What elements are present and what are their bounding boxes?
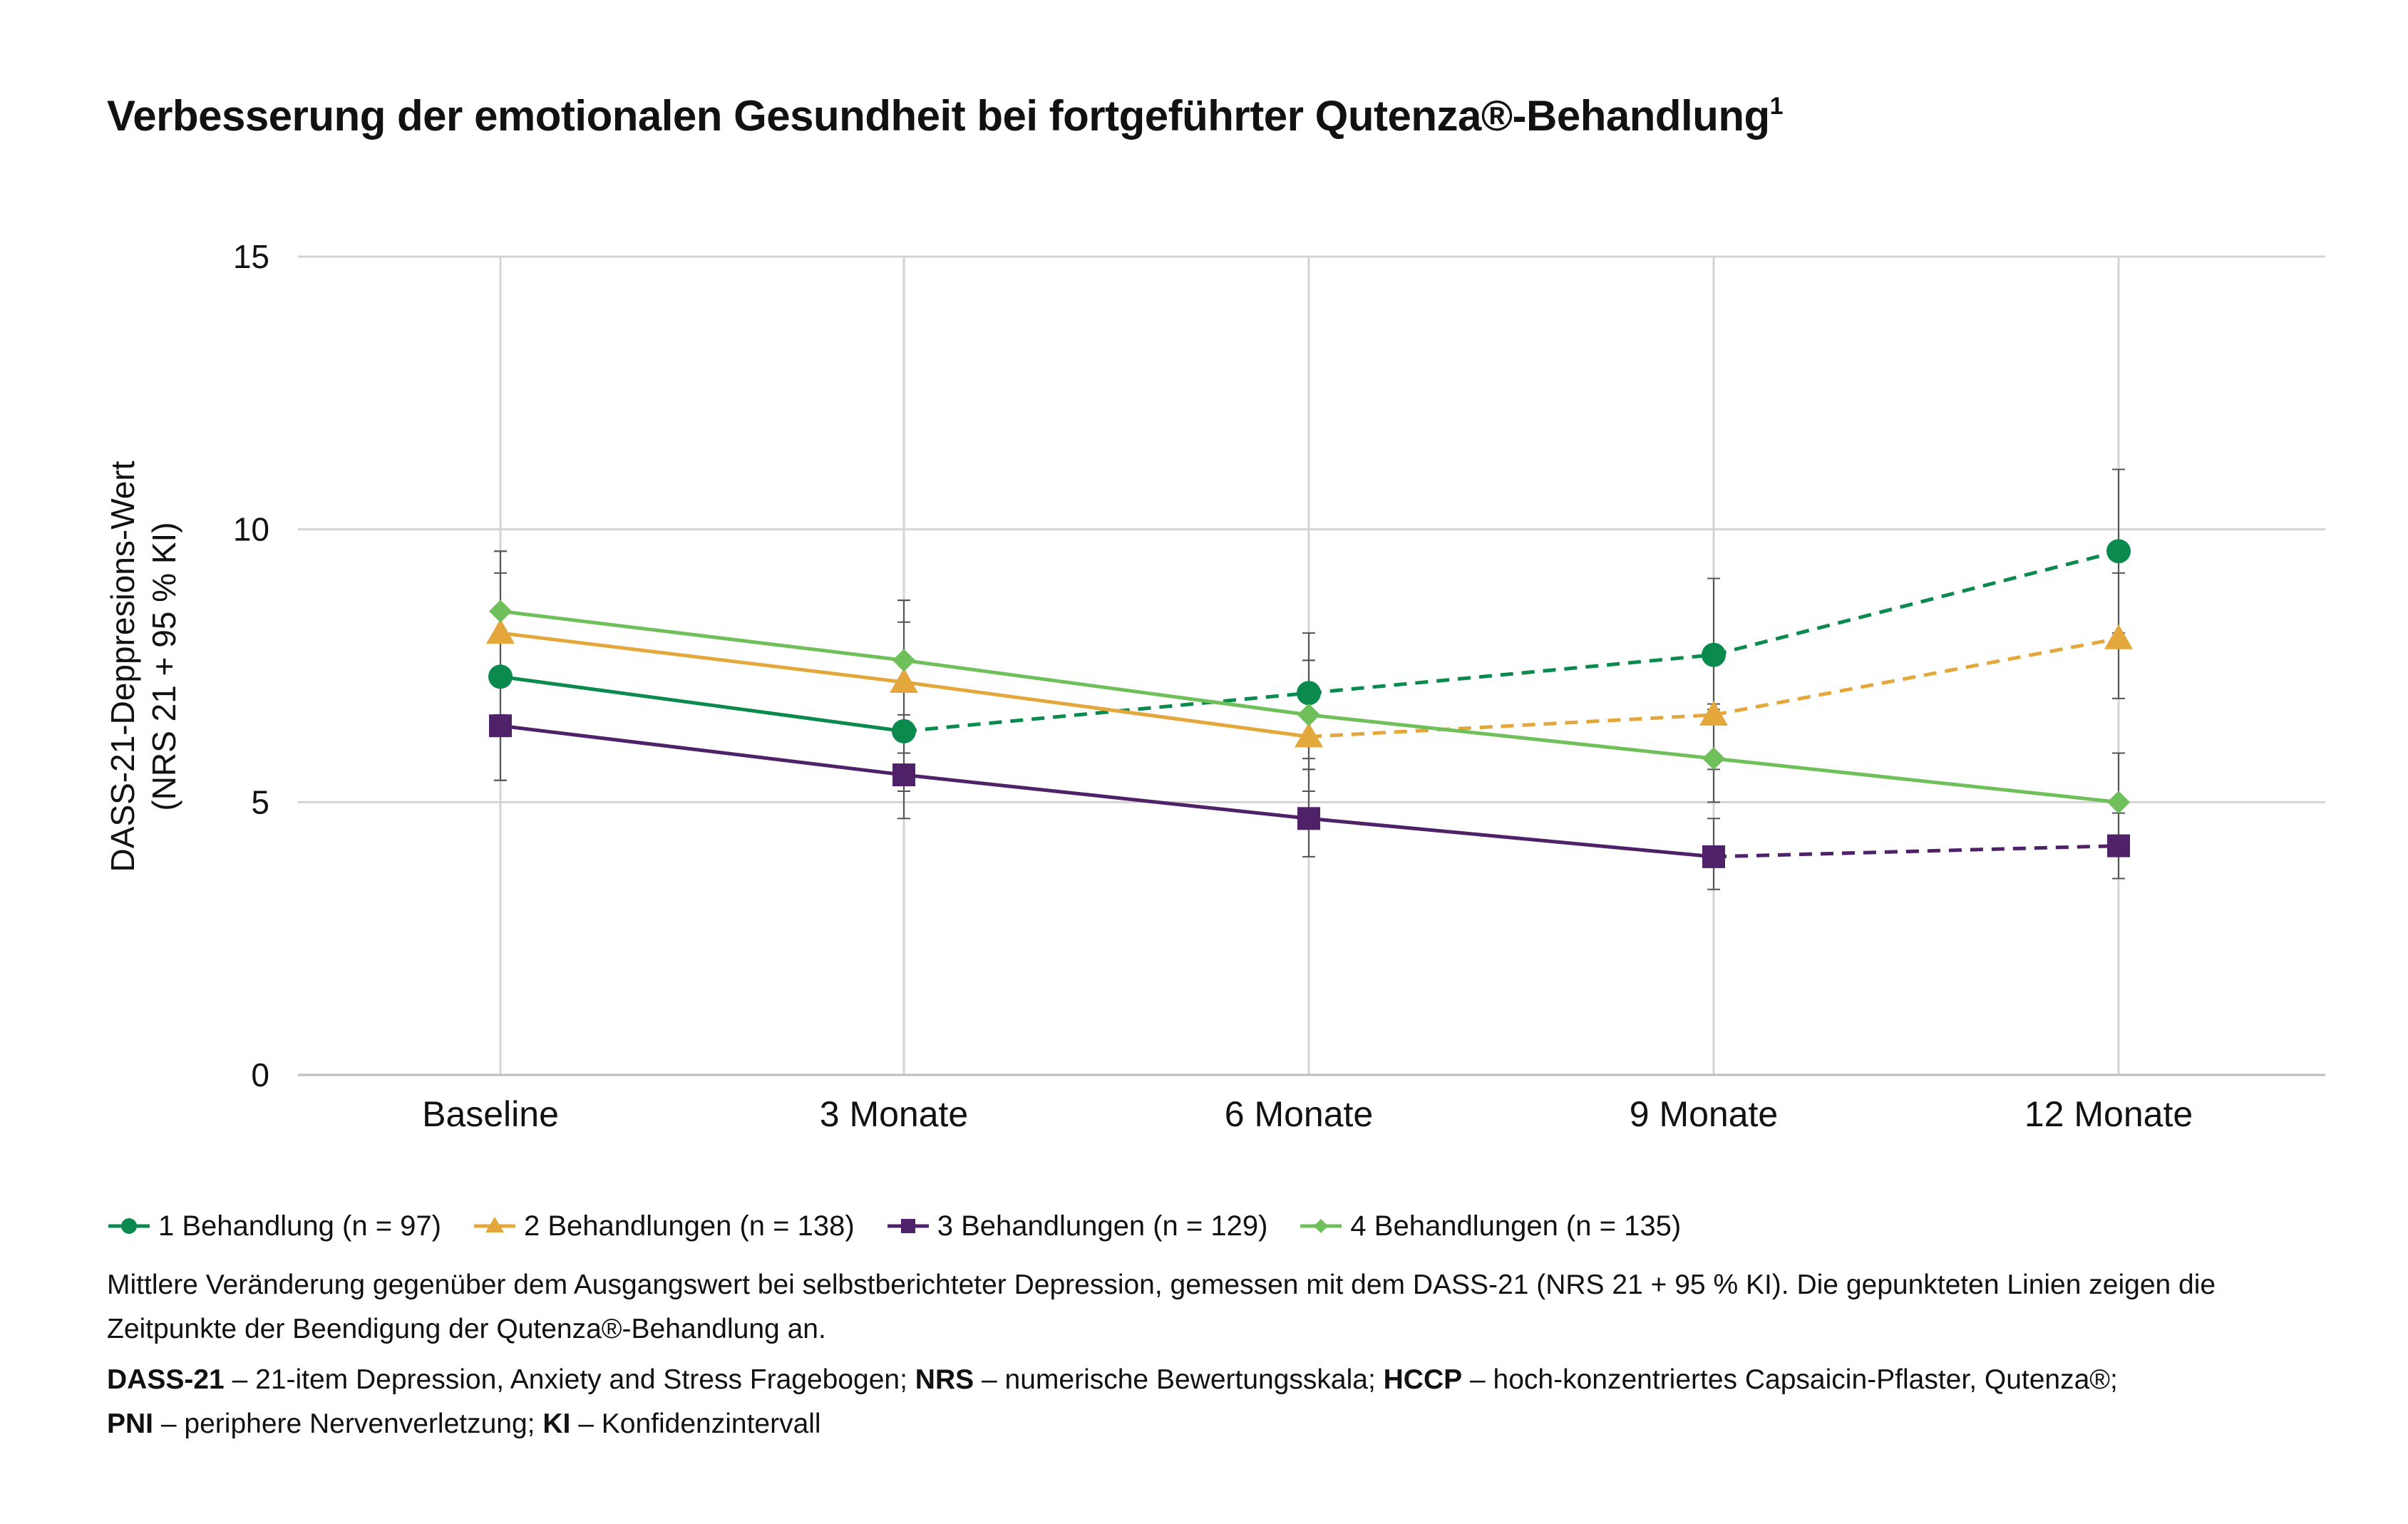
data-point-diamond (1702, 747, 1725, 771)
legend-swatch-circle-icon (108, 1218, 150, 1234)
line-chart: 0 5 10 15 Baseline 3 Monate 6 Monate 9 Monate 12… (104, 238, 2325, 1134)
y-axis-label: DASS-21-Deppresions-Wert (NRS 21 + 95 % K… (104, 460, 182, 872)
legend-label: 1 Behandlung (n = 97) (158, 1210, 441, 1242)
legend-label: 2 Behandlungen (n = 138) (523, 1210, 855, 1242)
x-tick-label: 3 Monate (820, 1094, 968, 1134)
data-point-square (892, 763, 915, 787)
data-point-circle (1702, 642, 1726, 667)
series-line-segment (1713, 637, 2119, 717)
x-tick-label: 6 Monate (1225, 1094, 1373, 1134)
data-point-circle (2106, 539, 2131, 564)
y-axis-label-line1: DASS-21-Deppresions-Wert (104, 460, 141, 872)
x-tick-label: 9 Monate (1630, 1094, 1778, 1134)
data-point-square (489, 714, 512, 738)
data-point-square (1702, 845, 1725, 868)
y-tick-label: 5 (251, 783, 269, 820)
abbr-def: numerische Bewertungsskala; (1004, 1364, 1376, 1395)
chart-title: Verbesserung der emotionalen Gesundheit … (107, 91, 1784, 140)
abbr-def: hoch-konzentriertes Capsaicin-Pflaster, … (1493, 1364, 2118, 1395)
series-line-segment (903, 680, 1310, 738)
series-line-segment (903, 691, 1310, 733)
data-point-triangle (1295, 722, 1323, 748)
abbreviations: DASS-21 – 21-item Depression, Anxiety an… (107, 1358, 2317, 1446)
legend-swatch-diamond-icon (1300, 1219, 1342, 1233)
abbr-term: NRS (915, 1364, 974, 1395)
data-point-square (2107, 834, 2130, 858)
abbr-separator: – (1470, 1364, 1486, 1395)
legend-item: 2 Behandlungen (n = 138) (473, 1210, 855, 1242)
series-line-segment (1713, 756, 2119, 804)
abbr-term: KI (542, 1409, 571, 1439)
x-tick-label: Baseline (422, 1094, 559, 1134)
abbr-def: Konfidenzintervall (601, 1409, 821, 1439)
data-point-circle (1297, 681, 1321, 706)
series-line-segment (903, 658, 1310, 717)
legend-swatch-triangle-icon (473, 1217, 515, 1232)
data-point-triangle (486, 619, 515, 644)
series-line-segment (500, 631, 905, 684)
abbr-term: PNI (107, 1409, 154, 1439)
legend-label: 3 Behandlungen (n = 129) (937, 1210, 1268, 1242)
series-line-segment (500, 609, 905, 662)
abbr-def: 21-item Depression, Anxiety and Stress F… (255, 1364, 907, 1395)
chart-legend: 1 Behandlung (n = 97) 2 Behandlungen (n =… (107, 1205, 1712, 1247)
abbr-term: DASS-21 (107, 1364, 225, 1395)
legend-item: 3 Behandlungen (n = 129) (886, 1210, 1268, 1242)
y-tick-label: 10 (233, 511, 269, 548)
data-point-diamond (1297, 703, 1320, 726)
series-line-segment (1308, 713, 1714, 761)
series-line-segment (903, 773, 1310, 820)
chart-note: Mittlere Veränderung gegenüber dem Ausga… (107, 1270, 2216, 1344)
data-point-triangle (2104, 624, 2133, 649)
series-line-segment (1308, 653, 1714, 695)
abbr-separator: – (981, 1364, 997, 1395)
chart-title-text: Verbesserung der emotionalen Gesundheit … (107, 92, 1770, 140)
series-line-segment (1308, 816, 1714, 859)
series-line-segment (500, 724, 905, 777)
abbr-separator: – (578, 1409, 594, 1439)
abbr-separator: – (232, 1364, 248, 1395)
y-axis-label-line2: (NRS 21 + 95 % KI) (145, 522, 182, 810)
series-line-segment (1308, 713, 1714, 738)
data-point-diamond (2107, 791, 2130, 814)
data-point-diamond (489, 599, 512, 623)
data-point-triangle (1699, 700, 1728, 726)
y-tick-label: 0 (251, 1056, 269, 1093)
legend-item: 1 Behandlung (n = 97) (107, 1210, 441, 1242)
abbr-term: HCCP (1383, 1364, 1463, 1395)
data-point-square (1297, 807, 1320, 830)
series-line-segment (1713, 549, 2119, 657)
data-point-triangle (890, 667, 918, 693)
abbr-separator: – (160, 1409, 177, 1439)
series-line-segment (500, 674, 905, 733)
x-tick-label: 12 Monate (2024, 1094, 2193, 1134)
abbr-def: periphere Nervenverletzung; (184, 1409, 535, 1439)
legend-item: 4 Behandlungen (n = 135) (1299, 1210, 1681, 1242)
data-point-circle (488, 664, 513, 689)
series-line-segment (1713, 844, 2119, 859)
y-tick-label: 15 (233, 238, 269, 275)
legend-label: 4 Behandlungen (n = 135) (1350, 1210, 1682, 1242)
footnote-marker: 1 (1769, 93, 1784, 120)
legend-swatch-square-icon (887, 1219, 929, 1233)
data-point-circle (892, 719, 916, 743)
data-point-diamond (892, 649, 915, 672)
